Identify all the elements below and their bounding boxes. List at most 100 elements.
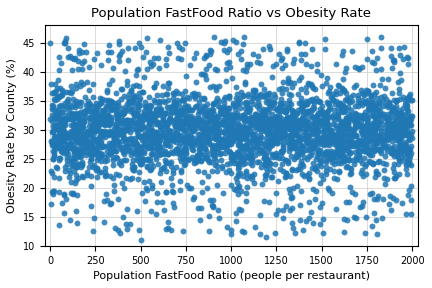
Point [233,180,240,185]
Point [82,142,89,147]
Point [173,131,180,135]
Point [140,90,146,94]
Point [198,180,205,185]
Point [79,121,86,125]
Point [316,100,323,104]
Point [259,121,266,126]
Point [324,121,330,125]
Point [195,156,202,160]
Point [294,92,301,96]
Point [191,124,198,129]
Point [365,148,372,153]
Point [56,145,63,150]
Point [133,146,140,151]
Point [136,152,143,156]
Point [154,143,161,147]
Point [363,215,370,219]
Point [361,138,368,143]
Point [298,136,305,140]
Point [106,132,113,137]
Point [97,129,104,133]
Point [223,139,230,144]
Point [359,161,365,165]
Point [87,149,94,153]
Point [224,117,231,121]
Point [261,109,268,113]
Point [251,125,258,130]
Point [387,111,394,116]
Point [346,116,353,121]
Point [263,139,270,143]
Point [260,117,267,122]
Point [111,225,118,230]
Point [101,174,108,178]
Point [337,134,343,139]
Point [257,126,264,131]
Point [312,130,319,134]
Point [98,133,105,138]
Point [57,144,64,148]
Point [207,113,214,118]
Point [363,162,370,166]
Point [395,158,402,162]
Point [110,176,117,181]
Point [206,109,213,114]
Point [305,134,312,139]
Point [191,122,197,126]
Point [162,121,169,126]
Point [159,130,166,135]
Point [162,190,169,195]
Point [352,119,359,124]
Point [323,119,330,124]
Point [94,154,101,159]
Point [277,130,284,134]
Point [327,85,334,90]
Point [229,158,236,162]
Point [180,109,187,113]
Point [219,164,226,168]
Point [210,84,217,88]
Point [289,226,296,230]
Point [393,173,400,178]
Point [372,126,379,130]
Point [114,117,121,122]
Point [206,152,213,157]
Point [144,157,151,162]
Point [301,135,308,140]
Point [227,156,234,160]
Point [272,155,279,160]
Point [109,129,116,134]
Point [104,149,111,154]
Point [87,147,94,152]
Point [79,141,86,145]
Point [391,126,398,131]
Point [143,186,149,191]
Point [283,173,289,178]
Point [349,157,356,162]
Point [391,115,398,120]
Point [209,146,216,151]
Point [178,108,185,112]
Point [370,130,377,135]
Point [402,140,409,145]
Point [96,141,103,146]
Point [210,125,217,129]
Point [76,155,83,159]
Point [71,56,78,61]
Point [383,116,390,120]
Point [190,124,197,128]
Point [233,128,240,133]
Point [372,104,379,109]
Point [154,55,161,60]
Point [407,163,414,168]
Point [226,149,233,154]
Point [163,62,170,67]
Point [253,112,260,117]
Point [290,141,297,145]
Point [358,90,365,95]
Point [301,155,308,159]
Point [378,94,384,99]
Point [154,147,161,151]
Point [60,116,67,121]
Point [299,117,306,122]
